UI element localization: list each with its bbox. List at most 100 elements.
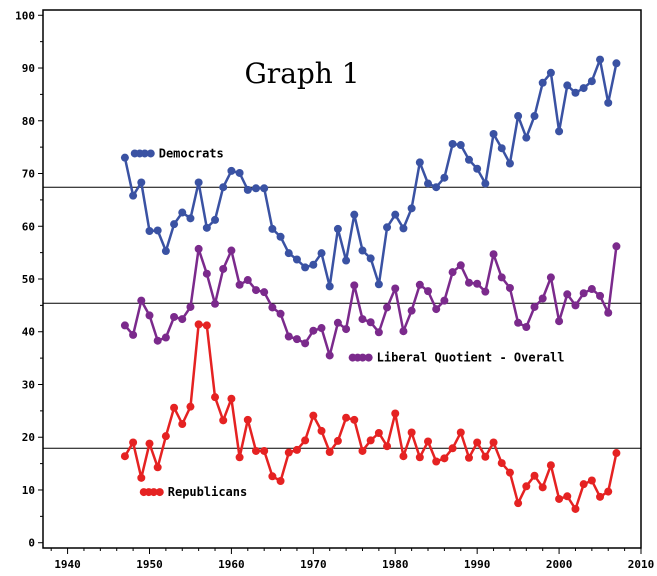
data-point: [153, 463, 162, 472]
data-point: [555, 317, 564, 326]
data-point: [120, 321, 129, 330]
data-point: [497, 459, 506, 468]
data-point: [563, 290, 572, 299]
legend-swatch-marker: [149, 488, 158, 497]
data-point: [399, 224, 408, 233]
data-point: [186, 402, 195, 411]
data-point: [284, 448, 293, 457]
data-point: [555, 494, 564, 503]
data-point: [579, 480, 588, 489]
legend-swatch-marker: [155, 488, 164, 497]
series-republicans: [120, 320, 621, 513]
data-point: [243, 415, 252, 424]
data-point: [202, 321, 211, 330]
data-point: [481, 452, 490, 461]
data-point: [391, 284, 400, 293]
series-liberal-quotient-overall: [120, 242, 621, 360]
data-point: [219, 416, 228, 425]
data-point: [358, 246, 367, 255]
data-point: [342, 325, 351, 334]
data-point: [538, 294, 547, 303]
data-point: [415, 280, 424, 289]
data-point: [251, 446, 260, 455]
data-point: [432, 183, 441, 192]
data-point: [260, 288, 269, 297]
data-point: [153, 336, 162, 345]
data-point: [432, 457, 441, 466]
data-point: [350, 210, 359, 219]
data-point: [481, 179, 490, 188]
data-point: [202, 223, 211, 232]
data-point: [194, 178, 203, 187]
data-point: [391, 210, 400, 219]
data-point: [546, 273, 555, 282]
data-point: [276, 232, 285, 241]
data-point: [440, 454, 449, 463]
data-point: [178, 315, 187, 324]
data-point: [604, 487, 613, 496]
data-point: [366, 436, 375, 445]
data-point: [325, 282, 334, 291]
data-point: [137, 296, 146, 305]
data-point: [587, 476, 596, 485]
data-point: [366, 318, 375, 327]
data-point: [489, 129, 498, 138]
data-point: [374, 429, 383, 438]
legend-layer: Democrats Liberal Quotient - Overall Repub…: [130, 146, 564, 499]
x-tick-label: 1960: [218, 558, 245, 571]
legend-republicans: Republicans: [139, 485, 247, 499]
data-point: [612, 242, 621, 251]
data-point: [530, 302, 539, 311]
data-point: [145, 439, 154, 448]
data-point: [514, 499, 523, 508]
x-tick-label: 1990: [464, 558, 491, 571]
y-tick-label: 40: [22, 326, 35, 339]
data-point: [448, 444, 457, 453]
data-point: [161, 333, 170, 342]
data-point: [301, 436, 310, 445]
reference-lines: [43, 186, 641, 449]
data-point: [268, 472, 277, 481]
data-point: [309, 260, 318, 269]
legend-liberal-quotient-overall: Liberal Quotient - Overall: [348, 351, 564, 365]
data-point: [333, 318, 342, 327]
data-point: [563, 81, 572, 90]
data-point: [473, 438, 482, 447]
data-point: [342, 413, 351, 422]
data-point: [391, 409, 400, 418]
legend-swatch-marker: [146, 149, 155, 158]
data-point: [448, 268, 457, 277]
y-tick-label: 50: [22, 273, 35, 286]
data-point: [301, 263, 310, 272]
x-tick-label: 2010: [628, 558, 655, 571]
data-point: [251, 184, 260, 193]
data-point: [219, 183, 228, 192]
data-point: [211, 393, 220, 402]
data-point: [383, 303, 392, 312]
data-point: [186, 302, 195, 311]
data-point: [243, 185, 252, 194]
data-point: [481, 287, 490, 296]
data-point: [440, 173, 449, 182]
data-point: [120, 452, 129, 461]
data-point: [571, 88, 580, 97]
data-point: [292, 445, 301, 454]
data-point: [309, 326, 318, 335]
data-point: [153, 226, 162, 235]
data-point: [284, 249, 293, 258]
data-point: [276, 309, 285, 318]
data-point: [546, 461, 555, 470]
data-point: [251, 286, 260, 295]
data-point: [489, 438, 498, 447]
data-point: [227, 394, 236, 403]
data-point: [571, 504, 580, 513]
data-point: [129, 330, 138, 339]
data-point: [407, 204, 416, 213]
legend-democrats: Democrats: [130, 146, 224, 160]
data-point: [374, 328, 383, 337]
data-point: [473, 164, 482, 173]
data-point: [579, 289, 588, 298]
data-point: [587, 77, 596, 86]
data-point: [464, 453, 473, 462]
data-point: [464, 155, 473, 164]
